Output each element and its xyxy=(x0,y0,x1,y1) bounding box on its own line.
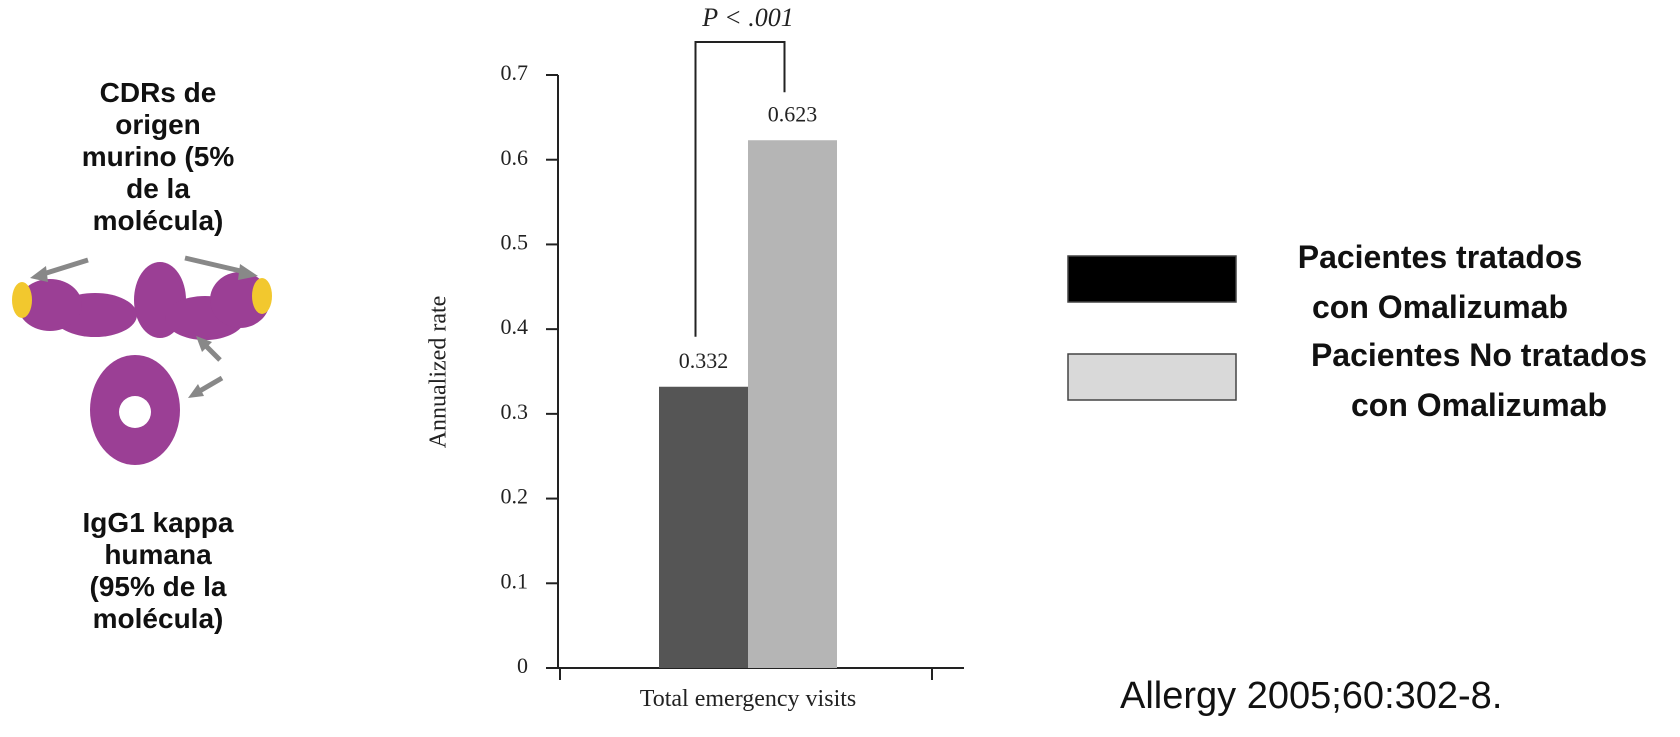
bar xyxy=(748,140,837,669)
y-tick-label: 0.6 xyxy=(501,145,529,170)
citation: Allergy 2005;60:302-8. xyxy=(1120,675,1503,717)
value-label: 0.332 xyxy=(679,348,729,373)
side-label-top: CDRs de origen murino (5% de la molécula… xyxy=(81,77,235,236)
y-axis-title: Annualized rate xyxy=(426,296,452,449)
legend-swatch xyxy=(1067,255,1237,303)
y-tick-label: 0.4 xyxy=(501,314,529,339)
annotation: P < .001 xyxy=(701,3,793,32)
y-tick-label: 0.3 xyxy=(501,399,529,424)
y-tick-label: 0.2 xyxy=(501,484,529,509)
y-tick-label: 0.5 xyxy=(501,229,529,254)
antibody-illustration xyxy=(12,255,272,465)
legend-label: Pacientes tratados con Omalizumab xyxy=(1297,239,1583,325)
bar xyxy=(659,386,748,668)
y-tick-label: 0.7 xyxy=(501,60,529,85)
significance-bracket xyxy=(694,41,786,337)
y-tick-label: 0.1 xyxy=(501,568,529,593)
value-label: 0.623 xyxy=(768,101,818,126)
legend-label: Pacientes No tratados con Omalizumab xyxy=(1310,337,1648,423)
y-tick-label: 0 xyxy=(517,653,528,678)
side-label-bottom: IgG1 kappa humana (95% de la molécula) xyxy=(82,507,234,634)
legend-swatch xyxy=(1067,353,1237,401)
x-tick-label: Total emergency visits xyxy=(639,686,857,712)
